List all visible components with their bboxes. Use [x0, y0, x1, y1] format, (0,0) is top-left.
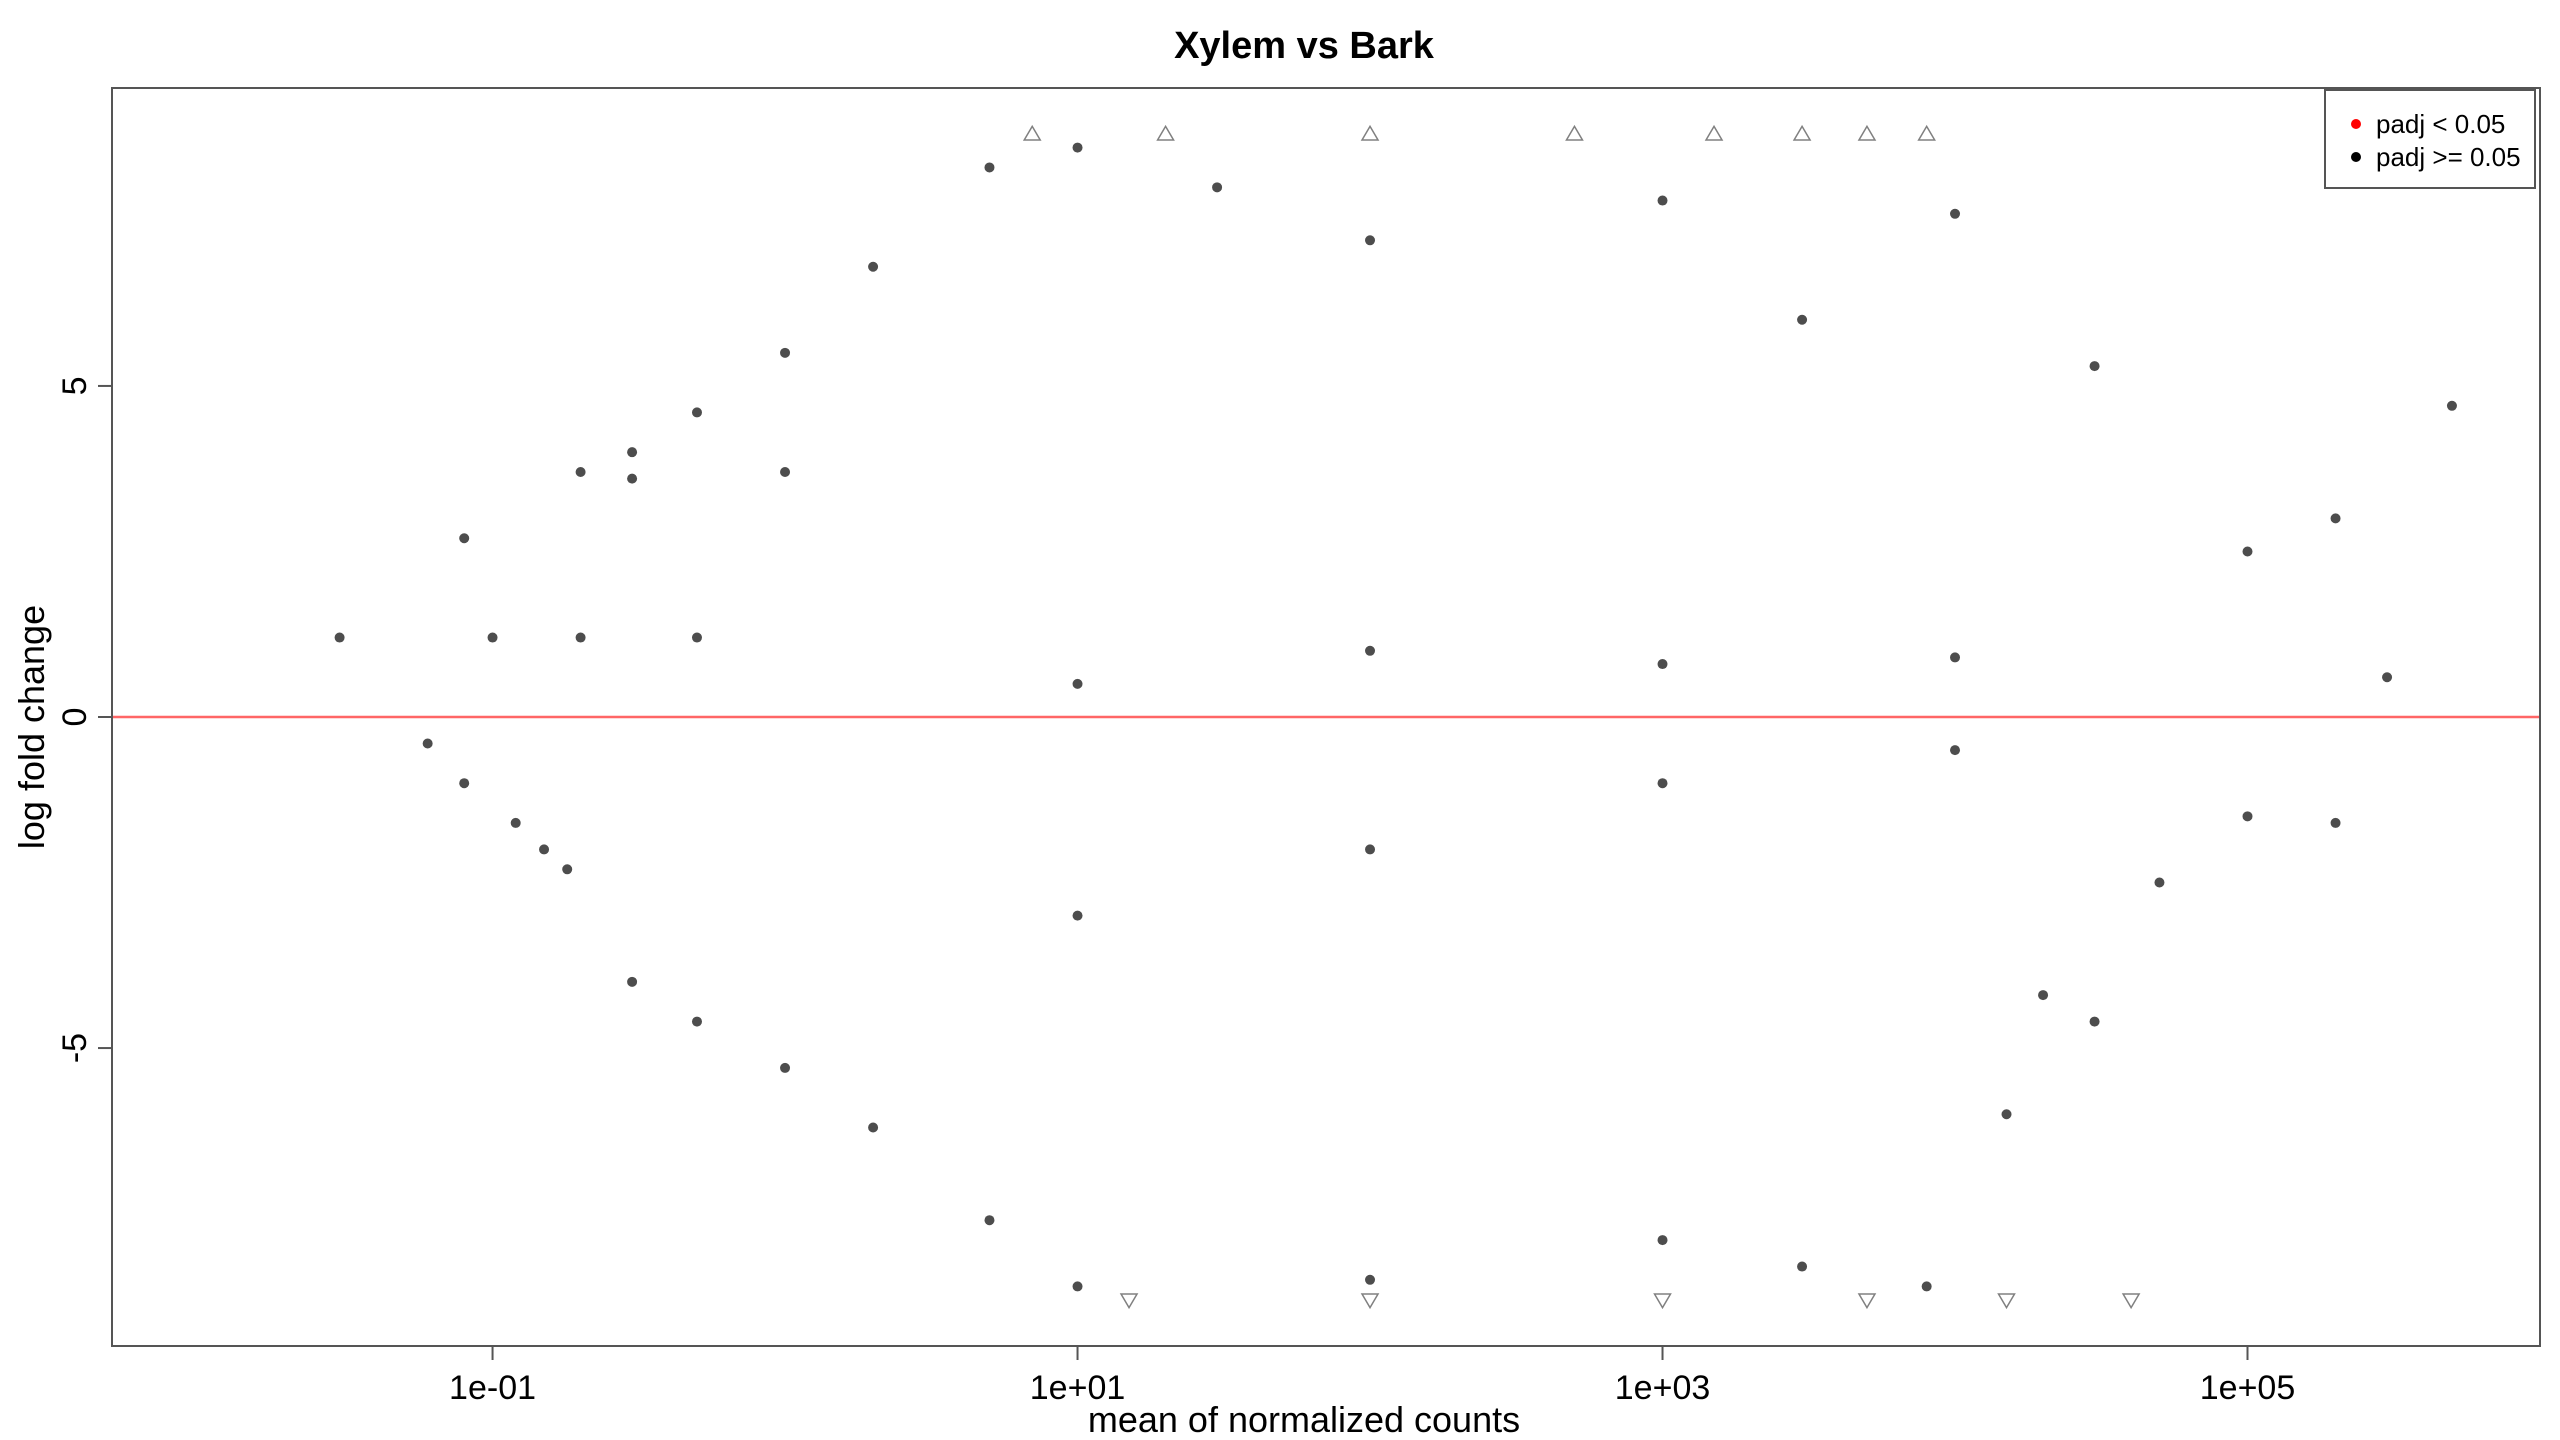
out-of-range-marker-up	[1857, 124, 1877, 141]
data-point	[1797, 314, 1808, 325]
data-point	[1072, 1281, 1083, 1292]
data-point	[510, 817, 521, 828]
data-point	[1657, 195, 1668, 206]
data-point	[422, 738, 433, 749]
x-tick-label: 1e-01	[449, 1369, 536, 1407]
legend: padj < 0.05 padj >= 0.05	[2324, 89, 2536, 189]
legend-marker-nonsignificant	[2351, 152, 2361, 162]
out-of-range-marker-down	[2121, 1293, 2141, 1310]
out-of-range-marker-up	[1360, 124, 1380, 141]
x-tick-label: 1e+03	[1615, 1369, 1711, 1407]
x-tick-label: 1e+05	[2200, 1369, 2296, 1407]
data-point	[780, 467, 791, 478]
legend-marker-significant	[2351, 119, 2361, 129]
points-layer	[334, 142, 2457, 1292]
data-point	[1212, 182, 1223, 193]
data-point	[2330, 513, 2341, 524]
data-point	[459, 778, 470, 789]
data-point	[2089, 361, 2100, 372]
out-of-range-markers	[1022, 124, 2141, 1310]
data-point	[539, 844, 550, 855]
data-point	[2038, 990, 2049, 1001]
data-point	[575, 632, 586, 643]
data-point	[1365, 1274, 1376, 1285]
data-point	[2242, 811, 2253, 822]
out-of-range-marker-up	[1022, 124, 1042, 141]
data-point	[1921, 1281, 1932, 1292]
out-of-range-marker-down	[1997, 1293, 2016, 1310]
data-point	[1657, 659, 1668, 670]
out-of-range-marker-down	[1119, 1293, 1139, 1310]
data-point	[487, 632, 498, 643]
data-point	[984, 1215, 995, 1226]
y-axis: -5 0 5	[56, 376, 112, 1063]
data-point	[868, 1122, 879, 1133]
data-point	[1950, 652, 1961, 663]
x-axis-label: mean of normalized counts	[1088, 1399, 1520, 1440]
data-point	[691, 407, 702, 418]
out-of-range-marker-down	[1857, 1293, 1877, 1310]
chart-title: Xylem vs Bark	[1174, 25, 1435, 67]
data-point	[868, 261, 879, 272]
legend-label-significant: padj < 0.05	[2376, 109, 2505, 139]
data-point	[2446, 400, 2457, 411]
data-point	[1072, 910, 1083, 921]
out-of-range-marker-down	[1360, 1293, 1380, 1310]
data-point	[1950, 208, 1961, 219]
data-point	[984, 162, 995, 173]
data-point	[1657, 1235, 1668, 1246]
data-point	[1657, 778, 1668, 789]
legend-label-nonsignificant: padj >= 0.05	[2376, 142, 2521, 172]
data-point	[1365, 235, 1376, 246]
data-point	[780, 347, 791, 358]
y-axis-label: log fold change	[11, 605, 52, 849]
data-point	[1365, 844, 1376, 855]
data-point	[1072, 142, 1083, 153]
y-tick-label: 5	[56, 376, 94, 395]
out-of-range-marker-up	[1565, 124, 1584, 141]
data-point	[2382, 672, 2393, 683]
legend-box	[2324, 89, 2536, 189]
data-point	[691, 632, 702, 643]
out-of-range-marker-up	[1917, 124, 1936, 141]
data-point	[575, 467, 586, 478]
data-point	[1365, 645, 1376, 656]
data-point	[1072, 678, 1083, 689]
data-point	[627, 447, 638, 458]
out-of-range-marker-down	[1653, 1293, 1672, 1310]
data-point	[562, 864, 573, 875]
data-point	[1950, 745, 1961, 756]
out-of-range-marker-up	[1704, 124, 1724, 141]
data-point	[2242, 546, 2253, 557]
data-point	[459, 533, 470, 544]
y-tick-label: -5	[56, 1033, 94, 1063]
data-point	[780, 1062, 791, 1073]
data-point	[334, 632, 345, 643]
x-tick-label: 1e+01	[1030, 1369, 1126, 1407]
out-of-range-marker-up	[1156, 124, 1175, 141]
data-point	[691, 1016, 702, 1027]
y-tick-label: 0	[56, 708, 94, 727]
data-point	[2001, 1109, 2012, 1120]
data-point	[1797, 1261, 1808, 1272]
data-point	[2330, 817, 2341, 828]
data-point	[2089, 1016, 2100, 1027]
data-point	[627, 976, 638, 987]
x-axis: 1e-01 1e+01 1e+03 1e+05	[449, 1346, 2295, 1407]
data-point	[2154, 877, 2165, 888]
data-point	[627, 473, 638, 484]
out-of-range-marker-up	[1792, 124, 1812, 141]
